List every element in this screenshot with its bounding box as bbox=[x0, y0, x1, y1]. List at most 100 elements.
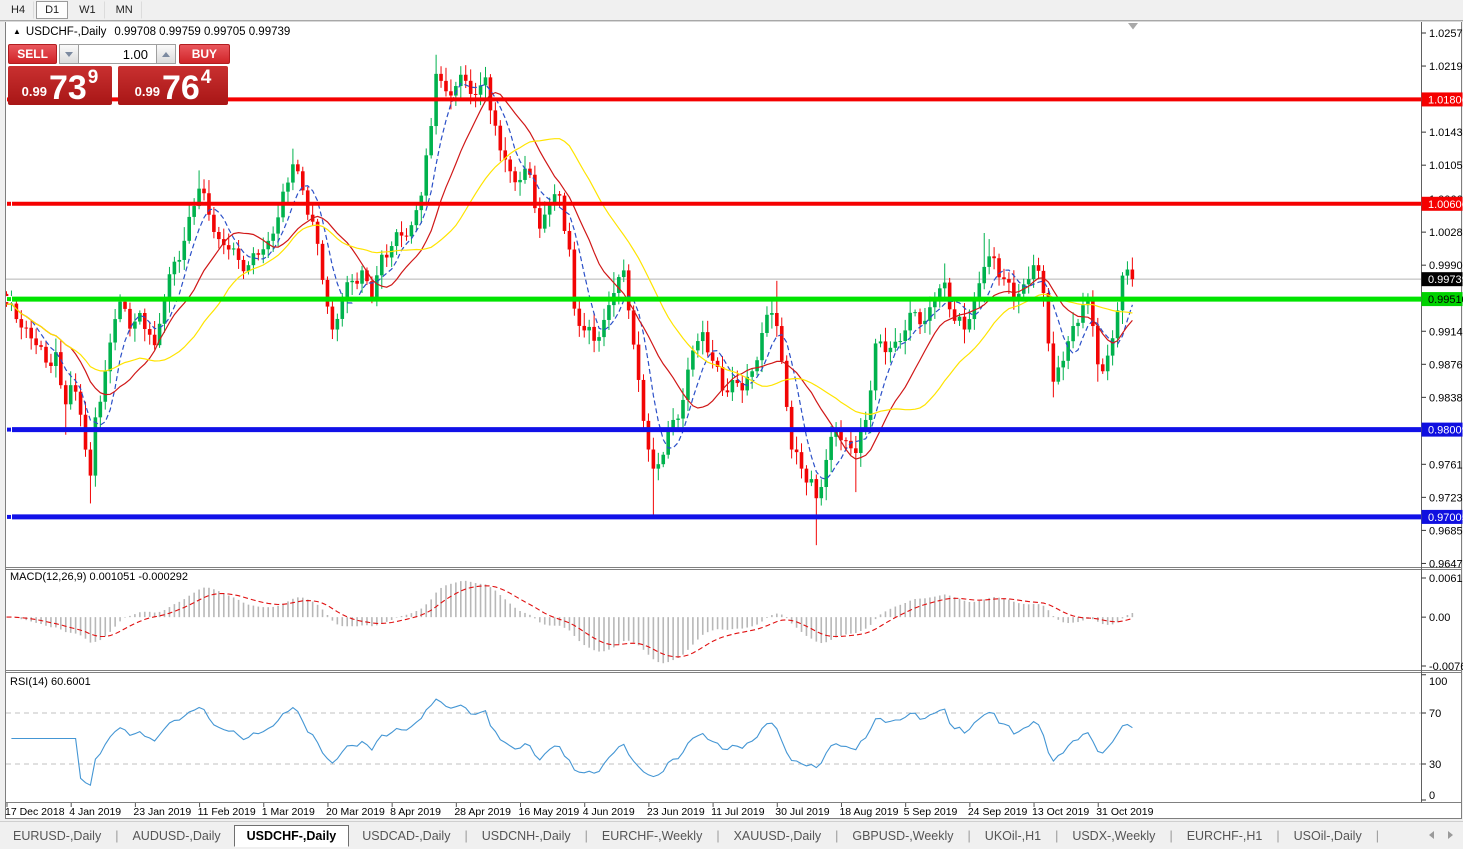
date-tick-label: 8 Apr 2019 bbox=[390, 806, 441, 818]
rsi-pane[interactable] bbox=[6, 698, 1421, 787]
macd-indicator-label: MACD(12,26,9) 0.001051 -0.000292 bbox=[10, 571, 188, 583]
date-tick-label: 18 Aug 2019 bbox=[839, 806, 898, 818]
chart-title: ▲ USDCHF-,Daily 0.99708 0.99759 0.99705 0.… bbox=[13, 26, 290, 38]
date-tick-label: 30 Jul 2019 bbox=[775, 806, 829, 818]
chart-tab-usoil[interactable]: USOil-,Daily bbox=[1293, 829, 1362, 843]
moving-average-14 bbox=[6, 91, 1133, 460]
line-handle[interactable] bbox=[6, 426, 12, 433]
price-badge-0.99739 bbox=[1421, 272, 1463, 287]
chart-tab-eurchf[interactable]: EURCHF-,Weekly bbox=[601, 829, 703, 843]
timeframe-button-h4[interactable]: H4 bbox=[2, 1, 35, 19]
chart-tab-eurchf[interactable]: EURCHF-,H1 bbox=[1186, 829, 1263, 843]
rsi-tick-label: 30 bbox=[1429, 759, 1441, 771]
last-bar-marker-icon bbox=[1128, 23, 1138, 30]
macd-tick-label: -0.007612 bbox=[1429, 661, 1463, 673]
sell-price-button[interactable]: 0.99 73 9 bbox=[8, 66, 112, 105]
price-axis[interactable]: 1.025701.021901.014301.010501.006601.002… bbox=[1421, 28, 1463, 802]
tab-separator: | bbox=[464, 829, 468, 843]
tab-separator: | bbox=[115, 829, 119, 843]
chart-tab-ukoil[interactable]: UKOil-,H1 bbox=[984, 829, 1042, 843]
date-tick-label: 4 Jun 2019 bbox=[583, 806, 635, 818]
line-handle[interactable] bbox=[6, 513, 12, 520]
price-badge-0.98009 bbox=[1421, 422, 1463, 437]
line-handle[interactable] bbox=[6, 296, 12, 303]
date-tick-label: 24 Sep 2019 bbox=[968, 806, 1028, 818]
price-badge-0.97005 bbox=[1421, 509, 1463, 524]
chart-tab-usdchf[interactable]: USDCHF-,Daily bbox=[233, 825, 350, 847]
date-tick-label: 23 Jan 2019 bbox=[133, 806, 191, 818]
volume-input[interactable] bbox=[79, 44, 157, 64]
line-handle[interactable] bbox=[6, 200, 12, 207]
price-badge-label: 0.97005 bbox=[1428, 512, 1463, 524]
date-tick-label: 20 Mar 2019 bbox=[326, 806, 385, 818]
date-tick-label: 28 Apr 2019 bbox=[454, 806, 511, 818]
chart-tab-xauusd[interactable]: XAUUSD-,Daily bbox=[733, 829, 822, 843]
rsi-indicator-label: RSI(14) 60.6001 bbox=[10, 676, 91, 688]
chart-symbol: USDCHF-,Daily bbox=[25, 26, 107, 38]
price-tick-label: 1.02570 bbox=[1429, 28, 1463, 40]
tab-separator: | bbox=[1276, 829, 1280, 843]
chart-tab-eurusd[interactable]: EURUSD-,Daily bbox=[13, 829, 102, 843]
tab-separator: | bbox=[1055, 829, 1059, 843]
chart-ohlc-quotes: 0.99708 0.99759 0.99705 0.99739 bbox=[114, 26, 291, 38]
volume-decrease-button[interactable] bbox=[59, 44, 80, 64]
tabs-scroll-left-button[interactable] bbox=[1429, 831, 1434, 839]
one-click-trading-panel: SELL BUY 0.99 73 9 0.99 76 4 bbox=[8, 44, 230, 105]
date-tick-label: 11 Feb 2019 bbox=[198, 806, 256, 818]
chart-tab-gbpusd[interactable]: GBPUSD-,Weekly bbox=[852, 829, 954, 843]
macd-signal-line bbox=[6, 585, 1133, 658]
timeframe-button-mn[interactable]: MN bbox=[107, 1, 142, 19]
price-badge-0.99510 bbox=[1421, 292, 1463, 307]
sell-button[interactable]: SELL bbox=[8, 44, 58, 64]
tab-separator: | bbox=[835, 829, 839, 843]
macd-tick-label: 0.00 bbox=[1429, 612, 1450, 624]
buy-price-button[interactable]: 0.99 76 4 bbox=[118, 66, 228, 105]
buy-price-big: 76 bbox=[161, 69, 200, 107]
timeframe-button-w1[interactable]: W1 bbox=[70, 1, 105, 19]
chart-tab-usdx[interactable]: USDX-,Weekly bbox=[1072, 829, 1156, 843]
price-tick-label: 0.96470 bbox=[1429, 558, 1463, 570]
tabs-scroll-right-button[interactable] bbox=[1448, 831, 1453, 839]
buy-button[interactable]: BUY bbox=[178, 44, 230, 64]
chart-tab-usdcad[interactable]: USDCAD-,Daily bbox=[362, 829, 451, 843]
date-tick-label: 4 Jan 2019 bbox=[69, 806, 121, 818]
date-axis[interactable]: 17 Dec 2018 4 Jan 2019 23 Jan 2019 11 Feb 2… bbox=[5, 803, 1154, 818]
tab-separator: | bbox=[716, 829, 720, 843]
timeframe-toolbar: H4 D1 W1 MN bbox=[0, 0, 1463, 21]
date-tick-label: 23 Jun 2019 bbox=[647, 806, 705, 818]
rsi-tick-label: 70 bbox=[1429, 708, 1441, 720]
price-badge-1.01806 bbox=[1421, 92, 1463, 107]
date-tick-label: 11 Jul 2019 bbox=[711, 806, 765, 818]
price-tick-label: 1.02190 bbox=[1429, 61, 1463, 73]
chart-tab-audusd[interactable]: AUDUSD-,Daily bbox=[132, 829, 221, 843]
date-tick-label: 13 Oct 2019 bbox=[1032, 806, 1089, 818]
rsi-tick-label: 100 bbox=[1429, 676, 1447, 688]
sell-price-pip: 9 bbox=[87, 67, 99, 88]
main-price-pane[interactable] bbox=[5, 54, 1421, 546]
sell-price-prefix: 0.99 bbox=[21, 84, 47, 99]
collapse-icon[interactable]: ▲ bbox=[13, 27, 21, 36]
macd-pane[interactable] bbox=[6, 580, 1134, 664]
date-tick-label: 16 May 2019 bbox=[519, 806, 580, 818]
price-badge-label: 0.98009 bbox=[1428, 425, 1463, 437]
date-tick-label: 5 Sep 2019 bbox=[904, 806, 958, 818]
price-badge-label: 1.00606 bbox=[1428, 199, 1463, 211]
buy-price-pip: 4 bbox=[200, 67, 212, 88]
tab-separator: | bbox=[584, 829, 588, 843]
tab-separator: | bbox=[967, 829, 971, 843]
timeframe-button-d1[interactable]: D1 bbox=[36, 1, 69, 19]
moving-average-6 bbox=[6, 83, 1133, 480]
price-tick-label: 1.01050 bbox=[1429, 160, 1463, 172]
volume-increase-button[interactable] bbox=[156, 44, 176, 64]
chart-tab-usdcnh[interactable]: USDCNH-,Daily bbox=[481, 829, 571, 843]
